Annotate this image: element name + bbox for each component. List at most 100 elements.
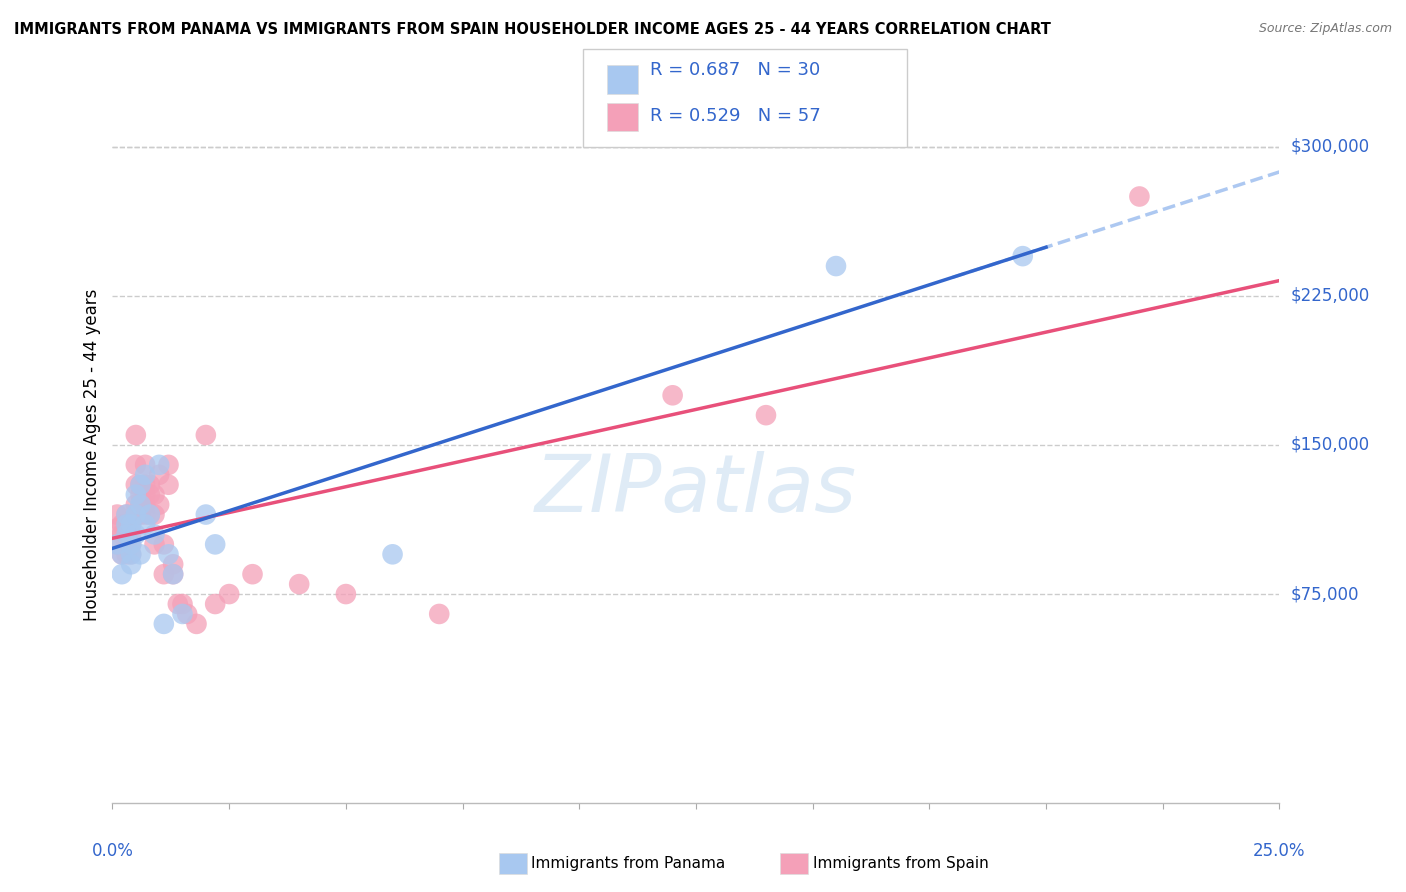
Point (139, 488, 162, 502)
Point (148, 467, 170, 482)
Point (120, 537, 142, 551)
Point (105, 537, 128, 551)
Point (204, 597, 226, 611)
Y-axis label: Householder Income Ages 25 - 44 years: Householder Income Ages 25 - 44 years (83, 289, 101, 621)
Point (157, 547, 180, 561)
Point (129, 498, 152, 512)
Point (129, 477, 152, 491)
Point (172, 597, 194, 611)
Point (115, 527, 138, 541)
Point (115, 517, 138, 532)
Text: 25.0%: 25.0% (1253, 842, 1306, 860)
Point (194, 508, 217, 522)
Point (661, 388, 683, 402)
Point (153, 616, 176, 631)
Point (125, 508, 148, 522)
Point (120, 537, 142, 551)
Point (139, 477, 162, 491)
Point (115, 517, 138, 532)
Point (134, 498, 156, 512)
Point (115, 527, 138, 541)
Point (105, 508, 128, 522)
Point (105, 521, 128, 535)
Point (129, 508, 152, 522)
Point (111, 567, 134, 582)
Text: $225,000: $225,000 (1291, 287, 1369, 305)
Point (755, 408, 778, 422)
Point (335, 587, 357, 601)
Point (129, 498, 152, 512)
Point (129, 488, 152, 502)
Text: $300,000: $300,000 (1291, 137, 1369, 156)
Text: IMMIGRANTS FROM PANAMA VS IMMIGRANTS FROM SPAIN HOUSEHOLDER INCOME AGES 25 - 44 : IMMIGRANTS FROM PANAMA VS IMMIGRANTS FRO… (14, 22, 1050, 37)
Point (129, 547, 152, 561)
Text: R = 0.529   N = 57: R = 0.529 N = 57 (650, 107, 820, 125)
Point (162, 567, 184, 582)
Point (111, 547, 134, 561)
Point (120, 527, 142, 541)
Point (1128, 189, 1150, 203)
Point (162, 558, 184, 572)
Point (125, 498, 148, 512)
Text: $75,000: $75,000 (1291, 585, 1360, 603)
Point (148, 498, 170, 512)
Point (134, 508, 156, 522)
Text: $150,000: $150,000 (1291, 436, 1369, 454)
Text: Immigrants from Spain: Immigrants from Spain (813, 856, 988, 871)
Point (120, 558, 142, 572)
Point (194, 428, 217, 442)
Point (125, 527, 148, 541)
Point (125, 488, 148, 502)
Point (157, 458, 180, 472)
Point (1011, 249, 1033, 263)
Point (166, 597, 188, 611)
Point (242, 567, 264, 582)
Point (139, 508, 162, 522)
Point (129, 477, 152, 491)
Point (111, 527, 134, 541)
Point (111, 517, 134, 532)
Point (115, 508, 138, 522)
Point (218, 587, 240, 601)
Point (204, 537, 226, 551)
Point (125, 428, 148, 442)
Point (143, 537, 166, 551)
Text: 0.0%: 0.0% (91, 842, 134, 860)
Point (134, 477, 156, 491)
Point (143, 527, 166, 541)
Point (115, 508, 138, 522)
Point (381, 547, 404, 561)
Point (120, 517, 142, 532)
Point (125, 508, 148, 522)
Text: Source: ZipAtlas.com: Source: ZipAtlas.com (1258, 22, 1392, 36)
Point (120, 547, 142, 561)
Point (115, 547, 138, 561)
Point (120, 547, 142, 561)
Point (120, 517, 142, 532)
Point (115, 537, 138, 551)
Point (125, 477, 148, 491)
Point (134, 517, 156, 532)
Point (143, 508, 166, 522)
Point (111, 547, 134, 561)
Point (288, 577, 311, 591)
Point (125, 458, 148, 472)
Point (134, 467, 156, 482)
Point (134, 458, 156, 472)
Point (825, 259, 848, 273)
Point (172, 607, 194, 621)
Point (105, 537, 128, 551)
Point (148, 458, 170, 472)
Point (134, 488, 156, 502)
Point (157, 477, 180, 491)
Point (153, 537, 176, 551)
Point (427, 607, 450, 621)
Point (153, 567, 176, 582)
Point (139, 508, 162, 522)
Text: R = 0.687   N = 30: R = 0.687 N = 30 (650, 61, 820, 78)
Text: Immigrants from Panama: Immigrants from Panama (531, 856, 725, 871)
Point (143, 488, 166, 502)
Point (176, 607, 198, 621)
Text: ZIPatlas: ZIPatlas (534, 450, 858, 529)
Point (186, 616, 208, 631)
